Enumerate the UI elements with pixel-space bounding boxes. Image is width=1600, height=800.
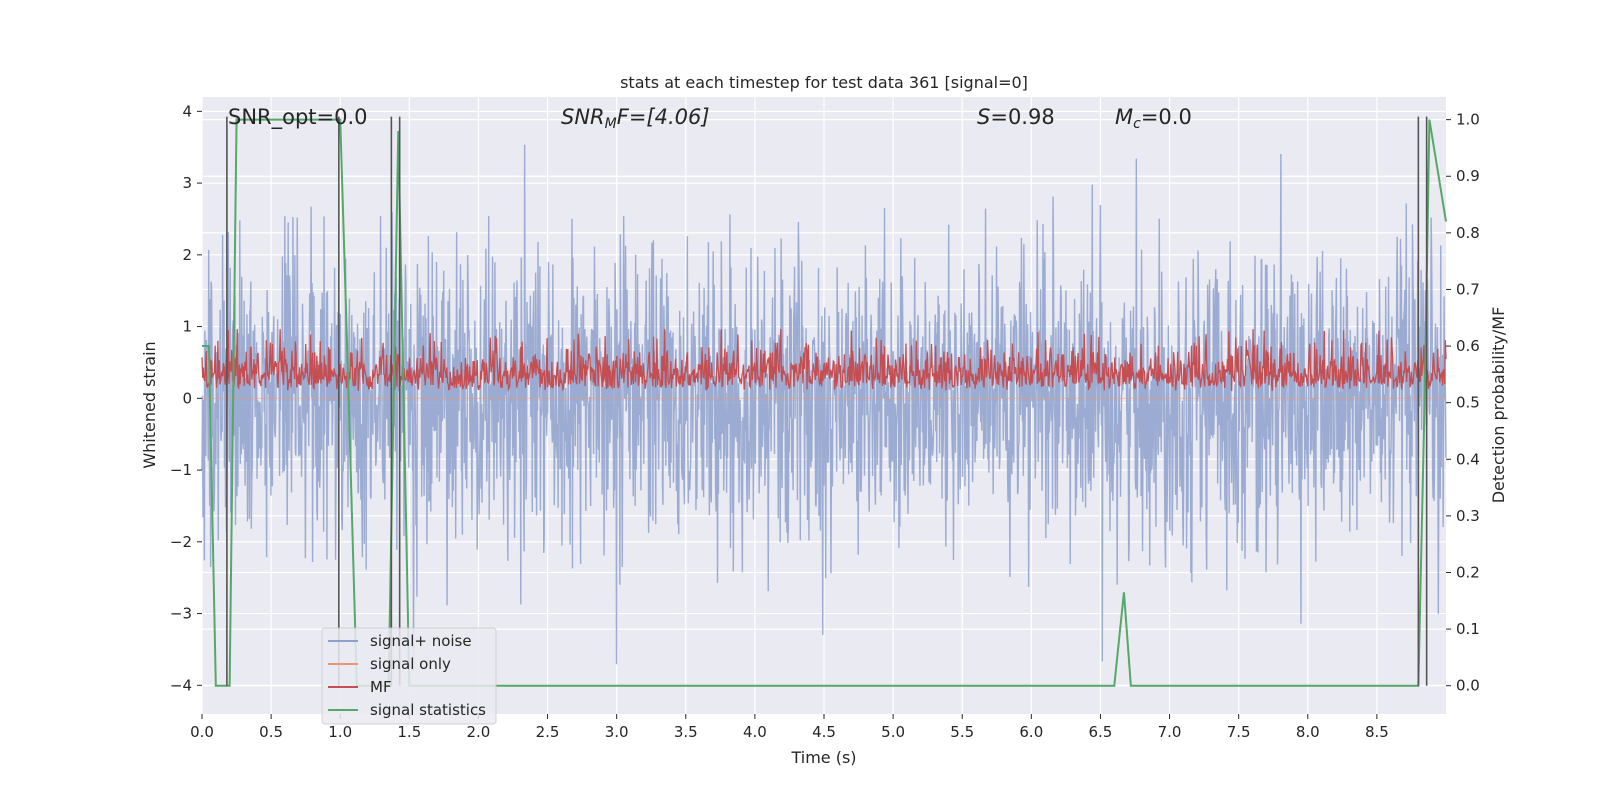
s-rest: =0.98 [990,105,1054,129]
y-right-tick-label: 0.7 [1456,280,1480,298]
mc-annotation: Mc=0.0 [1115,105,1192,132]
snr-mf-var: SNR [561,105,605,129]
y-tick-label: 3 [182,174,192,192]
x-tick-label: 4.5 [812,723,836,741]
y-right-tick-label: 0.2 [1456,563,1480,581]
x-tick-label: 0.5 [259,723,283,741]
y-right-tick-label: 0.6 [1456,337,1480,355]
s-annotation: S=0.98 [977,105,1055,129]
y-tick-label: 2 [182,246,192,264]
y-right-tick-label: 0.1 [1456,620,1480,638]
x-tick-label: 3.5 [674,723,698,741]
y-right-tick-label: 0.9 [1456,167,1480,185]
y-tick-label: 4 [182,102,192,120]
x-tick-label: 2.5 [536,723,560,741]
s-var: S [977,105,990,129]
x-axis-label: Time (s) [790,748,856,767]
x-tick-label: 1.0 [328,723,352,741]
legend-label-signal-only: signal only [370,655,451,673]
y-axis-label: Whitened strain [140,341,159,468]
x-tick-label: 7.0 [1158,723,1182,741]
y-right-tick-label: 0.3 [1456,507,1480,525]
x-tick-label: 5.5 [950,723,974,741]
y-tick-label: −4 [170,676,192,694]
x-tick-label: 8.0 [1296,723,1320,741]
snr-mf-annotation: SNRMF=[4.06] [561,105,710,132]
snr-mf-sub: M [605,116,617,132]
y-tick-label: −2 [170,533,192,551]
y-tick-label: 0 [182,389,192,407]
x-tick-label: 4.0 [743,723,767,741]
series-mf [201,329,1447,393]
legend-label-signal-statistics: signal statistics [370,701,486,719]
x-tick-label: 3.0 [605,723,629,741]
snr-opt-annotation: SNR_opt=0.0 [228,105,368,130]
y-right-tick-label: 0.4 [1456,450,1480,468]
y-right-tick-label: 0.5 [1456,394,1480,412]
snr-mf-rest: F=[4.06] [617,105,710,129]
mc-rest: =0.0 [1141,105,1192,129]
legend-label-mf: MF [370,678,392,696]
y-tick-label: −1 [170,461,192,479]
chart-title: stats at each timestep for test data 361… [620,73,1028,92]
x-tick-label: 1.5 [397,723,421,741]
x-tick-label: 8.5 [1365,723,1389,741]
x-tick-label: 6.0 [1019,723,1043,741]
y-right-tick-label: 0.8 [1456,224,1480,242]
y-right-tick-label: 0.0 [1456,677,1480,695]
y-tick-label: −3 [170,605,192,623]
y-right-axis-label: Detection probability/MF [1489,307,1508,504]
legend-box [321,627,497,725]
legend-label-signal-noise: signal+ noise [370,632,472,650]
x-tick-label: 5.0 [881,723,905,741]
x-tick-label: 0.0 [190,723,214,741]
y-tick-label: 1 [182,318,192,336]
x-tick-label: 7.5 [1227,723,1251,741]
x-tick-label: 2.0 [467,723,491,741]
x-tick-label: 6.5 [1089,723,1113,741]
mc-sub: c [1133,116,1141,132]
tick-layer: 0.0 0.5 1.0 1.5 2.0 2.5 3.0 3.5 4.0 4.5 5.0 5.5 6.0 6… [170,102,1480,741]
legend: signal+ noise signal only MF signal stat… [321,627,497,725]
vertical-lines-layer [226,116,1428,686]
y-right-tick-label: 1.0 [1456,111,1480,129]
mc-var: M [1115,105,1133,129]
